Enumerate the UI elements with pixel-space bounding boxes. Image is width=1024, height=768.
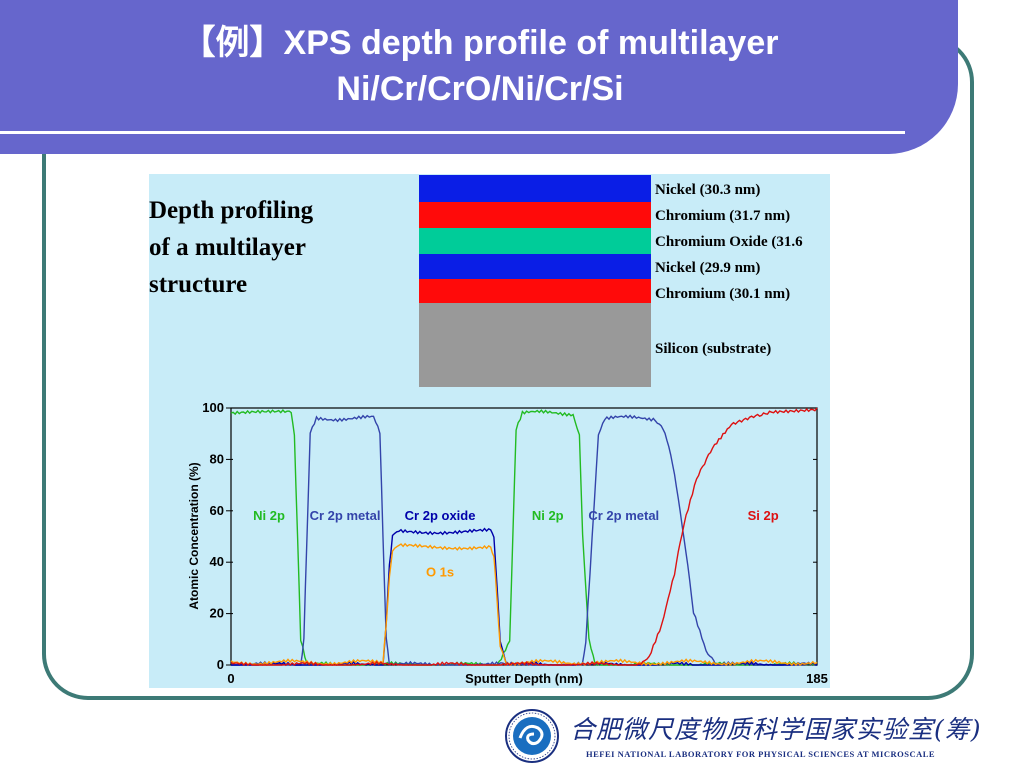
series-line-cr-2p-metal xyxy=(231,414,817,667)
lab-name-cn: 合肥微尺度物质科学国家实验室(筹) xyxy=(570,715,982,744)
plot-area xyxy=(230,407,818,666)
y-axis-label: Atomic Concentration (%) xyxy=(187,462,201,609)
layer-label: Silicon (substrate) xyxy=(655,341,772,357)
x-axis-label: Sputter Depth (nm) xyxy=(465,671,583,686)
layer-label: Chromium Oxide (31.6 xyxy=(655,234,803,250)
series-line-o-1s xyxy=(230,542,818,667)
series-annotation: Ni 2p xyxy=(253,508,285,523)
y-tick-label: 100 xyxy=(202,400,224,415)
layer-label: Chromium (31.7 nm) xyxy=(655,208,791,224)
lab-seal-icon xyxy=(505,709,559,763)
title-underline xyxy=(0,131,905,134)
slide-title: 【例】XPS depth profile of multilayer Ni/Cr… xyxy=(60,20,900,112)
layer-label: Nickel (30.3 nm) xyxy=(655,182,761,198)
layer-chromium-oxide xyxy=(419,228,651,254)
x-tick-label: 185 xyxy=(806,671,828,686)
series-line-cr-2p-oxide xyxy=(231,527,818,667)
series-line-ni-2p xyxy=(230,409,817,666)
lab-name-en: HEFEI NATIONAL LABORATORY FOR PHYSICAL S… xyxy=(586,749,936,759)
layer-chromium-bottom xyxy=(419,279,651,303)
slide-title-line1: 【例】XPS depth profile of multilayer xyxy=(181,24,779,62)
figure-panel: Depth profiling of a multilayer structur… xyxy=(149,174,830,688)
x-tick-label: 0 xyxy=(227,671,234,686)
series-annotation: Ni 2p xyxy=(532,508,564,523)
figure-heading-line: of a multilayer xyxy=(149,234,306,261)
layer-label: Chromium (30.1 nm) xyxy=(655,286,791,302)
lab-logo: 合肥微尺度物质科学国家实验室(筹) HEFEI NATIONAL LABORAT… xyxy=(504,706,1024,768)
layer-stack xyxy=(419,175,651,387)
layer-silicon xyxy=(419,303,651,387)
y-tick-label: 60 xyxy=(210,503,224,518)
y-tick-label: 40 xyxy=(210,554,224,569)
figure-heading: Depth profiling of a multilayer structur… xyxy=(149,192,389,303)
figure-heading-line: structure xyxy=(149,271,248,298)
layer-nickel-top xyxy=(419,175,651,202)
y-tick-label: 80 xyxy=(210,451,224,466)
series-annotation: Cr 2p oxide xyxy=(405,508,476,523)
series-annotation: O 1s xyxy=(426,564,454,579)
depth-profile-chart: 0 20 40 60 80 100 Ni 2p Cr 2p metal Cr 2p oxide… xyxy=(187,400,828,686)
y-tick-label: 0 xyxy=(217,657,224,672)
series-line-si-2p xyxy=(230,407,818,667)
figure-heading-line: Depth profiling xyxy=(149,197,314,224)
series-annotation: Si 2p xyxy=(748,508,779,523)
layer-label: Nickel (29.9 nm) xyxy=(655,260,761,276)
layer-nickel-bottom xyxy=(419,254,651,279)
slide-title-line2: Ni/Cr/CrO/Ni/Cr/Si xyxy=(336,70,624,108)
layer-chromium-top xyxy=(419,202,651,228)
title-bar: 【例】XPS depth profile of multilayer Ni/Cr… xyxy=(0,0,958,154)
y-tick-label: 20 xyxy=(210,606,224,621)
series-annotation: Cr 2p metal xyxy=(310,508,381,523)
series-annotation: Cr 2p metal xyxy=(588,508,659,523)
